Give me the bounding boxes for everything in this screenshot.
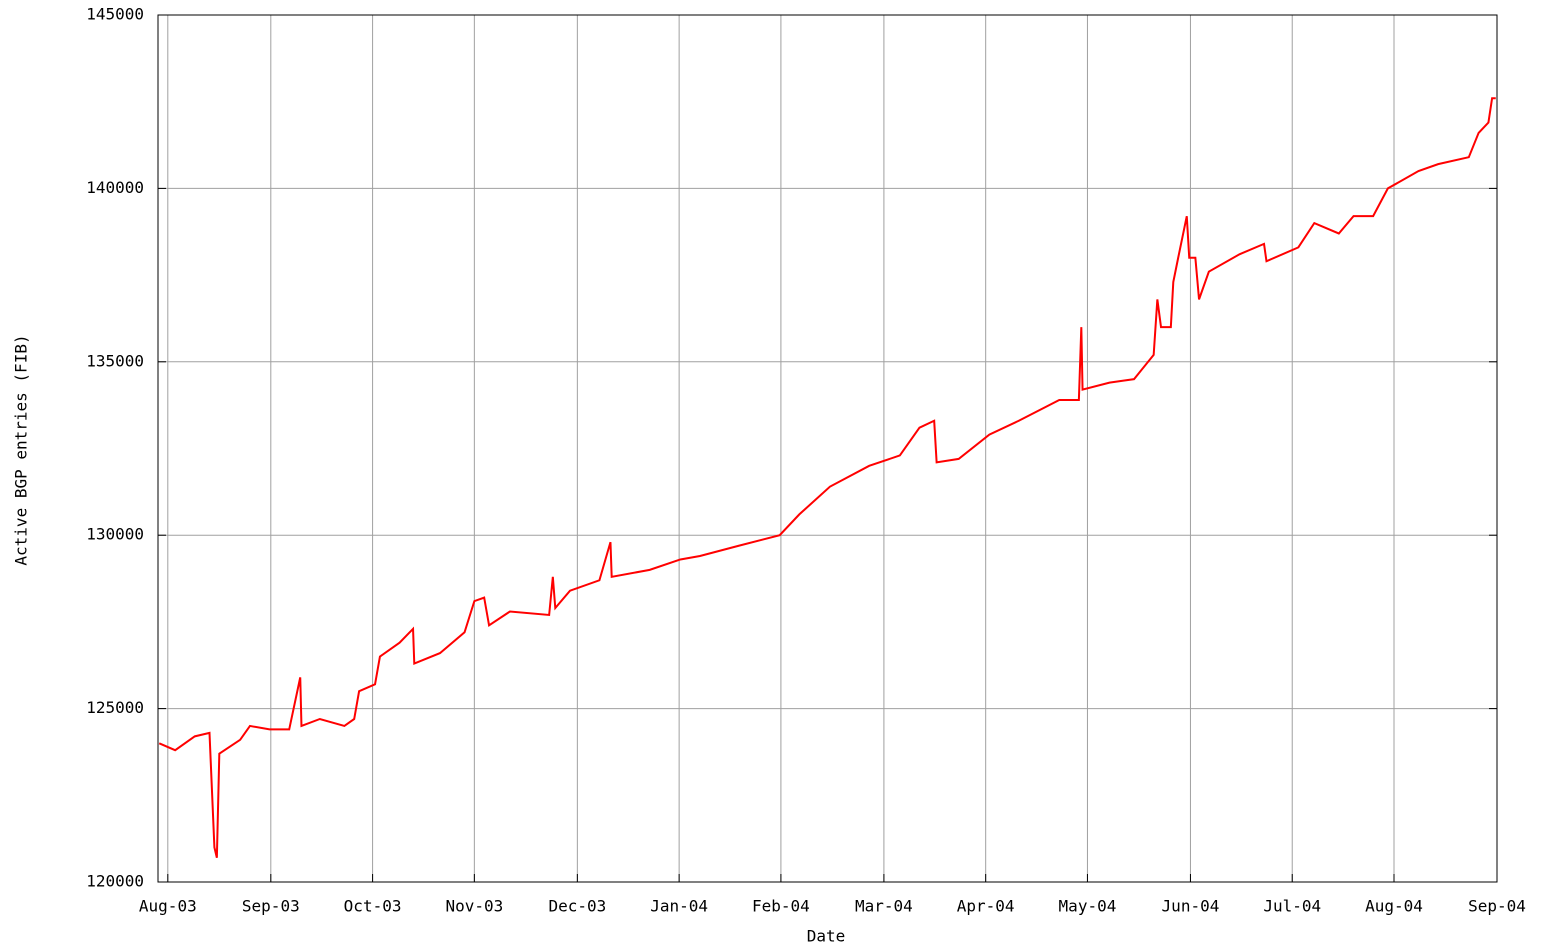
x-tick-label: Apr-04 <box>957 897 1015 916</box>
x-tick-label: Jul-04 <box>1263 897 1321 916</box>
x-tick-label: May-04 <box>1059 897 1117 916</box>
x-tick-label: Sep-03 <box>242 897 300 916</box>
x-tick-label: Feb-04 <box>752 897 810 916</box>
x-tick-label: Jun-04 <box>1162 897 1220 916</box>
y-tick-label: 145000 <box>86 5 144 24</box>
y-tick-label: 120000 <box>86 872 144 891</box>
plot-frame <box>157 14 1498 883</box>
y-tick-label: 135000 <box>86 351 144 370</box>
x-tick-label: Nov-03 <box>445 897 503 916</box>
y-tick-label: 140000 <box>86 178 144 197</box>
y-tick-label: 130000 <box>86 525 144 544</box>
x-tick-label: Jan-04 <box>650 897 708 916</box>
x-tick-label: Sep-04 <box>1468 897 1526 916</box>
x-tick-label: Aug-03 <box>139 897 197 916</box>
x-tick-label: Oct-03 <box>344 897 402 916</box>
x-tick-label: Dec-03 <box>548 897 606 916</box>
x-tick-label: Aug-04 <box>1365 897 1423 916</box>
data-line <box>158 97 1496 858</box>
y-tick-label: 125000 <box>86 698 144 717</box>
y-axis-label: Active BGP entries (FIB) <box>12 334 31 565</box>
x-axis-label: Date <box>807 927 846 946</box>
x-tick-label: Mar-04 <box>855 897 913 916</box>
